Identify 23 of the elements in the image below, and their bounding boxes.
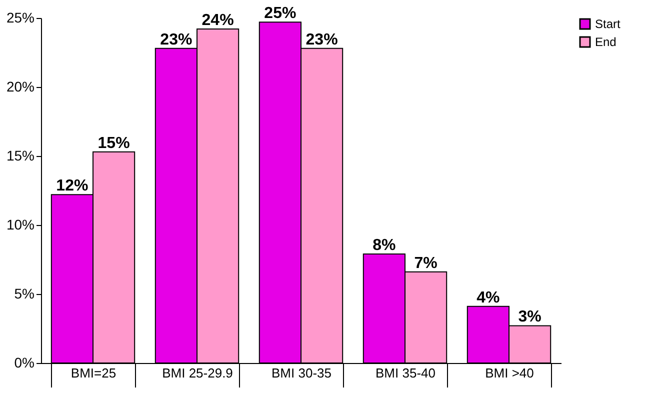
x-tick-label: BMI >40 xyxy=(485,366,534,380)
data-label: 8% xyxy=(372,236,396,254)
data-label: 24% xyxy=(202,12,234,30)
data-label: 25% xyxy=(264,5,296,22)
data-label: 12% xyxy=(56,178,88,195)
data-label: 7% xyxy=(414,254,438,272)
legend-label: End xyxy=(595,35,616,49)
x-tick-label: BMI=25 xyxy=(70,366,116,380)
data-label: 15% xyxy=(98,134,130,152)
data-label: 23% xyxy=(160,31,192,48)
x-tick-label: BMI 35-40 xyxy=(376,366,436,380)
y-tick-label: 5% xyxy=(14,286,34,302)
y-tick-label: 0% xyxy=(14,354,34,370)
x-tick-label: BMI 30-35 xyxy=(272,366,332,380)
y-tick-label: 25% xyxy=(6,10,34,26)
x-tick-label: BMI 25-29.9 xyxy=(162,366,233,380)
data-label: 4% xyxy=(476,289,500,306)
data-label: 23% xyxy=(306,31,338,48)
data-label: 3% xyxy=(518,308,542,326)
y-tick-label: 20% xyxy=(6,78,34,94)
y-tick-label: 15% xyxy=(6,148,34,164)
y-tick-label: 10% xyxy=(6,216,34,232)
legend-label: Start xyxy=(595,17,622,31)
